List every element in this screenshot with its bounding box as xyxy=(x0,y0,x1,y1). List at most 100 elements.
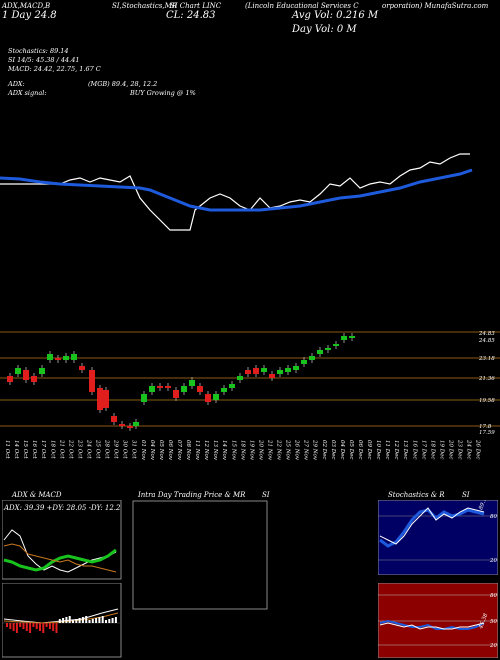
moving-average-chart xyxy=(0,153,473,231)
macd-bar xyxy=(72,620,74,623)
price-label: 19.58 xyxy=(479,398,495,404)
macd-bar xyxy=(75,619,78,623)
candle xyxy=(325,348,331,350)
day-label: 1 Day 24.8 xyxy=(2,10,57,21)
candle xyxy=(173,390,179,398)
candle xyxy=(269,374,275,378)
date-label: 11 Nov xyxy=(194,440,200,461)
date-label: 15 Oct xyxy=(22,440,28,459)
candle xyxy=(205,394,211,402)
macd-bar xyxy=(42,623,45,633)
macd-bar xyxy=(12,623,15,631)
stoch-level-80: 80 xyxy=(490,514,497,520)
candle xyxy=(141,394,147,402)
candle xyxy=(277,370,283,374)
adx-line xyxy=(3,529,117,573)
date-label: 23 Dec xyxy=(457,439,463,460)
candle xyxy=(317,350,323,354)
candle xyxy=(119,424,125,426)
candle xyxy=(245,370,251,374)
date-label: 27 Nov xyxy=(303,439,309,461)
candle xyxy=(309,356,315,360)
date-label: 13 Dec xyxy=(402,440,408,460)
macd-bar xyxy=(55,623,58,633)
date-label: 05 Dec xyxy=(348,440,354,460)
macd-bar xyxy=(15,623,18,633)
date-axis: 11 Oct 14 Oct 15 Oct 16 Oct 17 Oct 18 Oct 21 O… xyxy=(4,439,481,461)
stochastics-label: SI,Stochastics,MR xyxy=(112,2,178,10)
date-label: 21 Oct xyxy=(58,439,64,459)
stoch-panel-title: Stochastics & R xyxy=(388,491,445,499)
candle xyxy=(333,344,339,346)
day-vol-label: Day Vol: 0 M xyxy=(292,24,357,35)
macd-bar xyxy=(85,616,88,623)
date-label: 09 Dec xyxy=(366,440,372,460)
macd-panel xyxy=(2,583,122,658)
macd-bar xyxy=(35,623,38,629)
candle xyxy=(15,368,21,374)
mgb-value: (MGB) 89.4, 28, 12.2 xyxy=(88,80,158,88)
date-label: 06 Dec xyxy=(357,440,363,460)
macd-bar xyxy=(88,620,91,623)
si-value: SI 14/5: 45.38 / 44.41 xyxy=(8,56,80,64)
date-label: 21 Nov xyxy=(266,439,272,461)
macd-bar xyxy=(9,623,12,629)
macd-bar xyxy=(105,620,107,623)
plus-di-line xyxy=(3,548,117,572)
candlestick-chart: 24.83 24.85 23.18 21.36 19.58 17.8 17.59 xyxy=(0,331,500,436)
date-label: 12 Nov xyxy=(203,440,209,461)
company-label-2: orporation) MunafaSutra.com xyxy=(382,2,489,10)
rsi-level-80: 80 xyxy=(490,593,497,599)
macd-bar xyxy=(6,623,8,627)
candle xyxy=(237,376,243,380)
candle xyxy=(71,354,77,360)
stoch-d-line xyxy=(379,507,485,545)
date-label: 25 Oct xyxy=(95,439,101,459)
candle xyxy=(89,370,95,392)
macd-bar xyxy=(108,619,111,623)
avg-vol-label: Avg Vol: 0.216 M xyxy=(292,10,379,21)
macd-bar xyxy=(68,616,71,623)
macd-bar xyxy=(111,618,114,623)
rsi-panel: 80 50 20 45.38 xyxy=(378,583,498,658)
price-label: 21.36 xyxy=(478,376,495,382)
ma-line xyxy=(0,168,473,212)
date-label: 26 Nov xyxy=(294,439,300,461)
adx-values: ADX: 39.39 +DY: 28.05 -DY: 12.2 xyxy=(3,504,121,512)
stochastics-panel: 80 20 89.14 xyxy=(378,500,498,575)
date-label: 15 Nov xyxy=(230,440,236,461)
buy-signal: BUY Growing @ 1% xyxy=(130,89,196,97)
macd-bar xyxy=(39,623,41,631)
macd-bar xyxy=(22,623,25,629)
candle xyxy=(229,384,235,388)
candle xyxy=(181,386,187,392)
adx-signal-label: ADX signal: xyxy=(8,89,47,97)
date-label: 04 Nov xyxy=(149,440,155,461)
candle xyxy=(221,388,227,392)
rsi-value: 45.38 xyxy=(478,612,490,630)
intra-panel-title: Intra Day Trading Price & MR xyxy=(138,491,246,499)
candle xyxy=(349,336,355,338)
macd-bar xyxy=(29,623,32,633)
date-label: 17 Oct xyxy=(40,440,46,459)
adx-label: ADX: xyxy=(8,80,25,88)
price-label: 23.18 xyxy=(478,356,495,362)
price-label: 24.85 xyxy=(478,338,495,344)
stochastics-value: Stochastics: 89.14 xyxy=(8,47,69,55)
macd-bar xyxy=(62,618,65,623)
chart-link[interactable]: SI Chart LINC xyxy=(170,2,222,10)
date-label: 22 Oct xyxy=(67,439,73,459)
candle xyxy=(293,366,299,370)
date-label: 29 Oct xyxy=(113,439,119,459)
candle xyxy=(165,386,171,388)
macd-bar xyxy=(81,617,84,623)
date-label: 11 Oct xyxy=(4,440,10,459)
date-label: 19 Dec xyxy=(438,440,444,460)
minus-di-line xyxy=(3,543,117,573)
date-label: 06 Nov xyxy=(167,440,173,461)
macd-histogram xyxy=(6,616,117,633)
date-label: 03 Dec xyxy=(330,440,336,460)
rsi-level-20: 20 xyxy=(489,643,497,649)
date-label: 25 Nov xyxy=(285,439,291,461)
date-label: 01 Nov xyxy=(140,440,146,461)
